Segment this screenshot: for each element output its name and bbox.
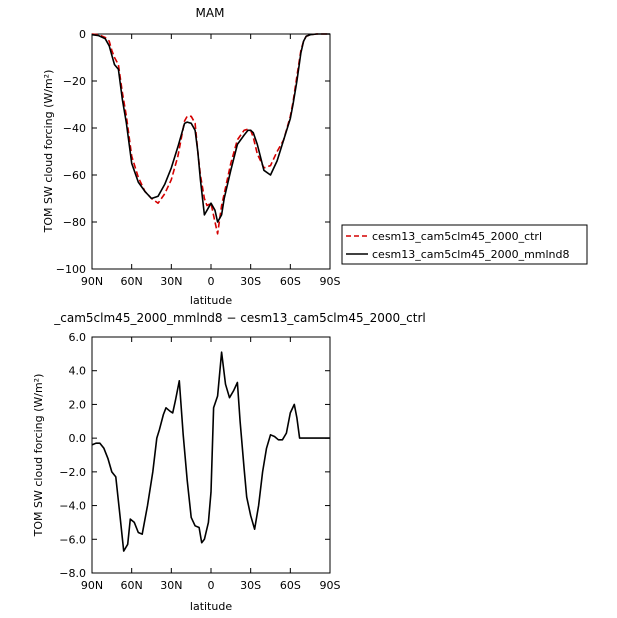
chart-top-x-tick-label: 60S — [280, 275, 301, 288]
chart-bottom-x-tick-label: 30S — [240, 579, 261, 592]
chart-top-x-ticks: 90N 60N 30N 0 30S 60S 90S — [81, 34, 341, 288]
chart-bottom-series-line-0 — [91, 351, 330, 552]
chart-top-frame — [91, 33, 331, 270]
chart-top-y-tick-label: 0 — [79, 28, 86, 41]
legend-label-ctrl: cesm13_cam5clm45_2000_ctrl — [372, 230, 542, 243]
chart-top-series — [91, 33, 330, 235]
chart-top-y-tick-label: −20 — [63, 75, 86, 88]
chart-top-x-tick-label: 90S — [320, 275, 341, 288]
chart-bottom-x-ticks: 90N 60N 30N 0 30S 60S 90S — [81, 337, 341, 592]
chart-top-x-tick-label: 90N — [81, 275, 103, 288]
chart-bottom-title: _cam5clm45_2000_mmlnd8 − cesm13_cam5clm4… — [53, 311, 425, 325]
chart-top-x-tick-label: 30S — [240, 275, 261, 288]
legend-label-mmlnd8: cesm13_cam5clm45_2000_mmlnd8 — [372, 248, 570, 261]
chart-top-x-tick-label: 60N — [121, 275, 143, 288]
chart-top-legend: cesm13_cam5clm45_2000_ctrl cesm13_cam5cl… — [341, 224, 588, 265]
chart-bottom-y-tick-label: 4.0 — [69, 365, 87, 378]
chart-top-series-line-1 — [91, 33, 330, 223]
chart-bottom-y-tick-label: 6.0 — [69, 331, 87, 344]
chart-bottom-series — [91, 351, 330, 552]
chart-top-y-tick-label: −60 — [63, 169, 86, 182]
chart-bottom-x-tick-label: 60S — [280, 579, 301, 592]
chart-bottom-x-tick-label: 60N — [121, 579, 143, 592]
chart-bottom-x-label: latitude — [190, 600, 232, 613]
chart-bottom-y-tick-label: 0.0 — [69, 432, 87, 445]
chart-top-y-ticks: 0 −20 −40 −60 −80 −100 — [56, 28, 330, 276]
chart-top-y-tick-label: −40 — [63, 122, 86, 135]
chart-top-x-tick-label: 0 — [208, 275, 215, 288]
chart-top-title: MAM — [196, 6, 225, 20]
chart-bottom-y-tick-label: −8.0 — [59, 567, 86, 580]
chart-top-x-label: latitude — [190, 294, 232, 307]
chart-bottom-y-tick-label: −6.0 — [59, 533, 86, 546]
chart-bottom-x-tick-label: 90S — [320, 579, 341, 592]
chart-bottom-y-tick-label: 2.0 — [69, 398, 87, 411]
chart-bottom-x-tick-label: 0 — [208, 579, 215, 592]
chart-top-x-tick-label: 30N — [160, 275, 182, 288]
chart-top-y-tick-label: −80 — [63, 216, 86, 229]
legend-box — [341, 224, 588, 265]
chart-top-y-label: TOM SW cloud forcing (W/m²) — [42, 70, 55, 234]
chart-bottom-y-ticks: 6.0 4.0 2.0 0.0 −2.0 −4.0 −6.0 −8.0 — [59, 331, 330, 580]
chart-bottom: _cam5clm45_2000_mmlnd8 − cesm13_cam5clm4… — [32, 311, 426, 613]
chart-bottom-y-tick-label: −4.0 — [59, 500, 86, 513]
chart-bottom-x-tick-label: 90N — [81, 579, 103, 592]
chart-top-y-tick-label: −100 — [56, 263, 86, 276]
chart-top: MAM 0−20−40−60−80−100 90N 60N 30N 0 30S 60S 90… — [42, 6, 588, 307]
chart-bottom-y-tick-label: −2.0 — [59, 466, 86, 479]
chart-bottom-y-label: TOM SW cloud forcing (W/m²) — [32, 374, 45, 538]
chart-bottom-x-tick-label: 30N — [160, 579, 182, 592]
